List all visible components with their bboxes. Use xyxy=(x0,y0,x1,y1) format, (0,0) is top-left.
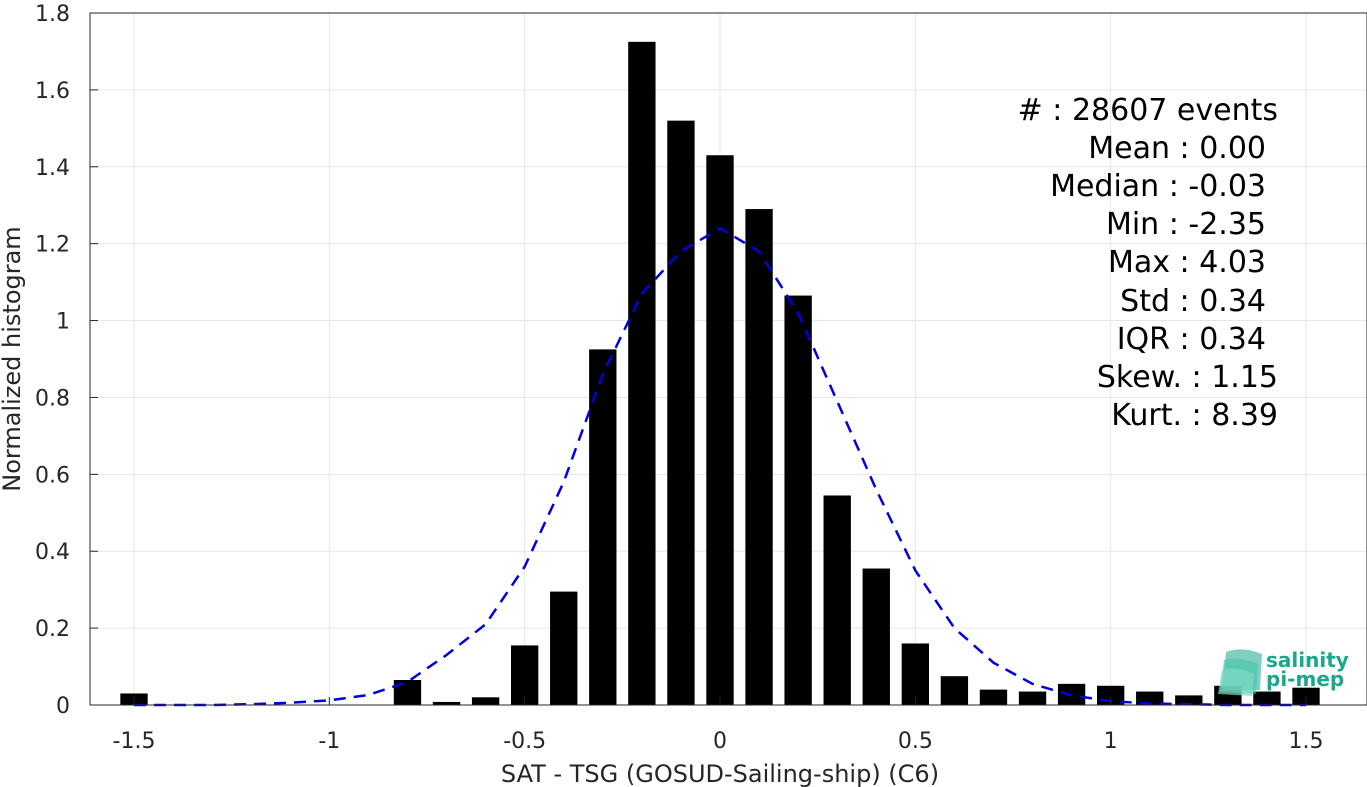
y-axis-ticks: 0 0.2 0.4 0.6 0.8 1 1.2 1.4 1.6 1.8 xyxy=(35,2,98,719)
y-tick-label: 1 xyxy=(56,310,70,335)
stats-annotation: # : 28607 events Mean : 0.00 Median : -0… xyxy=(1018,93,1278,433)
histogram-bar xyxy=(979,689,1008,705)
y-tick-label: 1.6 xyxy=(35,79,70,104)
histogram-bar xyxy=(1018,691,1047,705)
histogram-bar xyxy=(510,645,539,705)
y-tick-label: 1.4 xyxy=(35,156,70,181)
stat-min: Min : -2.35 xyxy=(1106,207,1266,242)
histogram-bar xyxy=(706,155,734,705)
histogram-bar xyxy=(784,295,812,705)
histogram-bar xyxy=(1253,691,1281,705)
y-tick-label: 1.8 xyxy=(35,2,70,27)
stat-mean: Mean : 0.00 xyxy=(1088,131,1266,166)
stat-iqr: IQR : 0.34 xyxy=(1117,322,1266,357)
histogram-bar xyxy=(471,697,500,705)
x-axis-ticks: -1.5 -1 -0.5 0 0.5 1 1.5 xyxy=(113,697,1324,754)
stat-std: Std : 0.34 xyxy=(1120,284,1266,319)
stat-kurt: Kurt. : 8.39 xyxy=(1111,398,1278,433)
histogram-bar xyxy=(940,676,969,705)
histogram-bar xyxy=(628,41,656,706)
logo-line-salinity: salinity xyxy=(1266,648,1349,672)
y-tick-label: 0.6 xyxy=(35,463,70,488)
salinity-pimep-logo: salinity pi-mep xyxy=(1218,648,1349,696)
histogram-bar xyxy=(1175,695,1203,705)
x-tick-label: 0 xyxy=(713,729,727,754)
y-tick-label: 0.2 xyxy=(35,617,70,642)
histogram-bar xyxy=(1292,687,1320,705)
histogram-bar xyxy=(393,680,422,705)
histogram-bar xyxy=(589,349,617,705)
x-tick-label: -0.5 xyxy=(503,729,546,754)
x-tick-label: 0.5 xyxy=(898,729,933,754)
stat-median: Median : -0.03 xyxy=(1050,169,1266,204)
y-tick-label: 0.8 xyxy=(35,386,70,411)
histogram-bar xyxy=(1136,691,1164,705)
histogram-bar xyxy=(667,120,695,705)
histogram-bar xyxy=(432,701,461,705)
x-tick-label: 1 xyxy=(1104,729,1118,754)
stat-events: # : 28607 events xyxy=(1018,93,1278,128)
histogram-bar xyxy=(823,495,851,705)
histogram-bar xyxy=(862,568,890,705)
stat-skew: Skew. : 1.15 xyxy=(1097,360,1278,395)
y-tick-label: 0.4 xyxy=(35,540,70,565)
stat-max: Max : 4.03 xyxy=(1108,245,1266,280)
y-tick-label: 1.2 xyxy=(35,233,70,258)
histogram-bar xyxy=(550,591,578,705)
y-tick-label: 0 xyxy=(56,694,70,719)
x-axis-label: SAT - TSG (GOSUD-Sailing-ship) (C6) xyxy=(501,760,939,787)
x-tick-label: -1.5 xyxy=(113,729,156,754)
plot-area-frame xyxy=(89,12,1367,706)
histogram-bar xyxy=(745,209,773,706)
x-tick-label: 1.5 xyxy=(1289,729,1324,754)
histogram-bar xyxy=(901,643,930,705)
logo-line-pimep: pi-mep xyxy=(1266,667,1344,691)
bars xyxy=(120,41,1320,706)
x-tick-label: -1 xyxy=(318,729,340,754)
y-axis-label: Normalized histogram xyxy=(0,226,26,491)
wave-logo-icon xyxy=(1218,649,1262,696)
